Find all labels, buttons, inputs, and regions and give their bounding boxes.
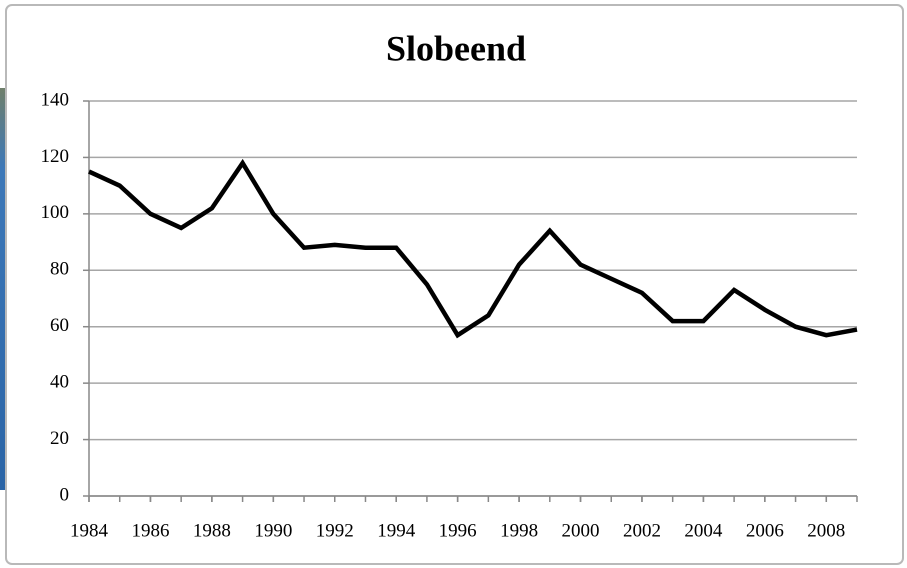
- x-tick-label: 1990: [254, 520, 292, 541]
- y-tick-label: 60: [50, 315, 69, 336]
- x-tick-label: 1998: [500, 520, 538, 541]
- y-tick-label: 80: [50, 259, 69, 280]
- x-tick-label: 2006: [746, 520, 784, 541]
- x-tick-label: 2002: [623, 520, 661, 541]
- y-tick-label: 120: [41, 146, 70, 167]
- x-tick-label: 2000: [562, 520, 600, 541]
- y-tick-label: 20: [50, 428, 69, 449]
- y-tick-label: 140: [41, 89, 70, 110]
- y-tick-label: 0: [60, 484, 70, 505]
- chart-frame: [5, 4, 904, 565]
- y-tick-label: 40: [50, 372, 69, 393]
- x-tick-label: 1994: [377, 520, 416, 541]
- x-tick-label: 2008: [807, 520, 845, 541]
- x-tick-label: 1986: [131, 520, 169, 541]
- data-line: [88, 158, 858, 339]
- x-tick-label: 1988: [193, 520, 231, 541]
- x-tick-label: 1992: [316, 520, 354, 541]
- x-tick-label: 1984: [70, 520, 109, 541]
- x-tick-label: 2004: [684, 520, 723, 541]
- y-tick-label: 100: [41, 202, 70, 223]
- chart-title: Slobeend: [386, 28, 526, 68]
- x-tick-label: 1996: [439, 520, 477, 541]
